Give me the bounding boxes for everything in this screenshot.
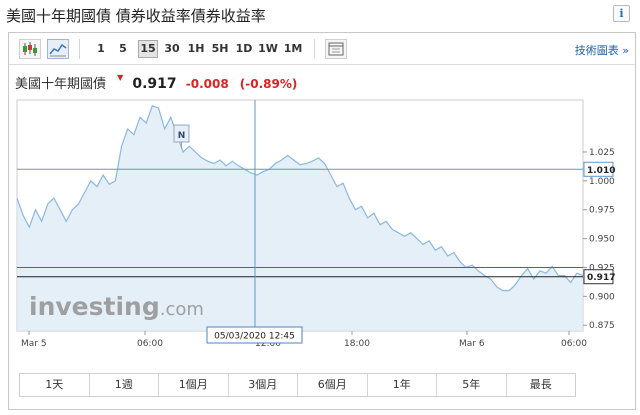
y-tick-label: 0.900 xyxy=(589,292,615,302)
page-title: 美國十年期國債 債券收益率債券收益率 xyxy=(6,7,266,25)
interval-15[interactable]: 15 xyxy=(138,40,158,58)
level-tag: 1.010 xyxy=(587,166,615,176)
price-change: -0.008 xyxy=(185,77,229,91)
price-line xyxy=(16,105,584,292)
chart-widget: 1 5 15 30 1H 5H 1D 1W 1M 技術圖表 » 美國十年期國債 … xyxy=(8,32,636,410)
crosshair-time-box xyxy=(206,326,303,344)
crosshair-time-label: 05/03/2020 12:45 xyxy=(214,332,295,342)
candlestick-icon[interactable] xyxy=(19,39,41,59)
y-tick-label: 1.025 xyxy=(589,148,615,158)
interval-1m[interactable]: 1M xyxy=(283,42,303,55)
interval-1[interactable]: 1 xyxy=(97,42,105,55)
quote-row: 美國十年期國債 ▼ 0.917 -0.008 (-0.89%) xyxy=(15,73,297,93)
investing-logo: investing.com xyxy=(29,292,204,321)
range-1d[interactable]: 1天 xyxy=(20,374,90,396)
price-chart[interactable]: investing.comN1.0251.0000.9750.9500.9250… xyxy=(9,33,635,371)
interval-5h[interactable]: 5H xyxy=(211,42,229,55)
title-bar: 美國十年期國債 債券收益率債券收益率 i xyxy=(0,0,640,28)
investing-logo-suffix: .com xyxy=(160,299,204,320)
y-tick-label: 0.975 xyxy=(589,206,615,216)
y-tick-label: 0.925 xyxy=(589,263,615,273)
y-tick-label: 1.000 xyxy=(589,177,615,187)
chart-settings-icon[interactable] xyxy=(325,39,347,59)
area-fill xyxy=(17,105,583,331)
x-tick-label: 12:00 xyxy=(255,339,281,349)
interval-5[interactable]: 5 xyxy=(119,42,127,55)
last-price: 0.917 xyxy=(132,76,177,92)
current-price-tag: 0.917 xyxy=(587,273,615,283)
interval-1d[interactable]: 1D xyxy=(235,42,253,55)
range-6m[interactable]: 6個月 xyxy=(298,374,368,396)
x-tick-label: 18:00 xyxy=(344,339,370,349)
level-tag-box xyxy=(583,161,614,177)
down-arrow-icon: ▼ xyxy=(117,73,124,82)
x-tick-label: Mar 5 xyxy=(21,339,47,349)
y-tick-label: 0.875 xyxy=(589,321,615,331)
chart-toolbar: 1 5 15 30 1H 5H 1D 1W 1M 技術圖表 » xyxy=(9,33,635,65)
info-icon[interactable]: i xyxy=(613,5,630,22)
range-1m[interactable]: 1個月 xyxy=(159,374,229,396)
interval-1h[interactable]: 1H xyxy=(187,42,205,55)
news-marker-label: N xyxy=(178,131,186,141)
x-tick-label: 06:00 xyxy=(137,339,163,349)
area-chart-icon[interactable] xyxy=(47,39,69,59)
toolbar-divider xyxy=(79,39,80,59)
range-1y[interactable]: 1年 xyxy=(368,374,437,396)
range-3m[interactable]: 3個月 xyxy=(229,374,298,396)
x-tick-label: 06:00 xyxy=(561,339,587,349)
current-price-tag-box xyxy=(583,269,614,285)
range-5y[interactable]: 5年 xyxy=(437,374,507,396)
x-tick-label: Mar 6 xyxy=(459,339,485,349)
interval-30[interactable]: 30 xyxy=(164,42,180,55)
time-range-selector: 1天 1週 1個月 3個月 6個月 1年 5年 最長 xyxy=(19,373,576,397)
range-max[interactable]: 最長 xyxy=(529,378,552,391)
interval-1w[interactable]: 1W xyxy=(258,42,278,55)
toolbar-divider xyxy=(314,39,315,59)
instrument-name: 美國十年期國債 xyxy=(15,77,107,92)
price-change-percent: (-0.89%) xyxy=(239,77,298,91)
technical-chart-link[interactable]: 技術圖表 » xyxy=(574,44,629,57)
range-1w[interactable]: 1週 xyxy=(90,374,159,396)
y-tick-label: 0.950 xyxy=(589,235,615,245)
